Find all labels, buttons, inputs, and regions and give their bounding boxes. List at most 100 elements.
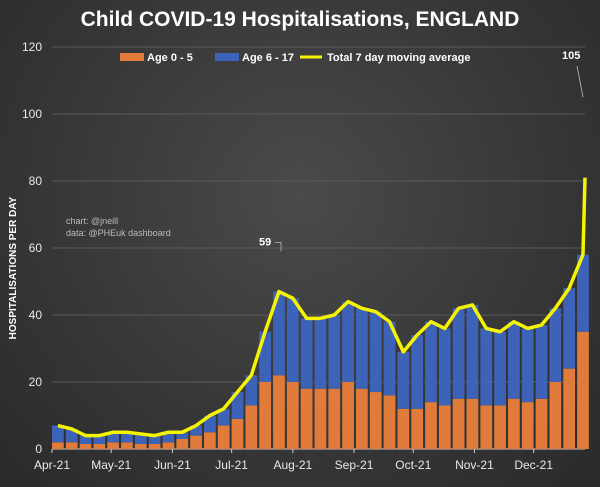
- credit-text: data: @PHEuk dashboard: [66, 228, 171, 238]
- bar-age-0-5: [93, 443, 106, 449]
- x-tick-label: Aug-21: [273, 458, 312, 472]
- bar-age-0-5: [204, 432, 216, 449]
- bar-age-0-5: [452, 398, 465, 449]
- bar-age-0-5: [328, 388, 341, 449]
- legend-label: Age 6 - 17: [242, 52, 294, 64]
- bar-age-0-5: [162, 442, 175, 449]
- bar-age-0-5: [300, 388, 313, 449]
- bar-age-0-5: [259, 382, 272, 449]
- bar-age-6-17: [342, 301, 354, 382]
- bar-age-0-5: [411, 408, 424, 449]
- bar-age-6-17: [65, 428, 78, 443]
- bar-age-6-17: [300, 318, 313, 389]
- bar-age-6-17: [190, 425, 202, 436]
- y-tick-label: 40: [29, 308, 43, 322]
- legend-swatch: [120, 53, 144, 61]
- bar-age-0-5: [369, 392, 382, 449]
- bar-age-6-17: [508, 321, 520, 399]
- bar-age-6-17: [134, 433, 147, 444]
- bar-age-6-17: [549, 308, 562, 382]
- bar-age-6-17: [438, 328, 451, 406]
- bar-age-0-5: [121, 442, 133, 449]
- bar-age-6-17: [93, 435, 106, 444]
- y-axis-label: HOSPITALISATIONS PER DAY: [8, 196, 19, 339]
- bar-age-0-5: [231, 418, 244, 449]
- bar-age-6-17: [204, 415, 216, 433]
- bar-age-6-17: [466, 304, 479, 399]
- bar-age-6-17: [217, 408, 230, 426]
- bar-age-0-5: [577, 331, 589, 449]
- credit-text: chart: @jneill: [66, 216, 118, 226]
- bar-age-6-17: [452, 308, 465, 399]
- bar-age-0-5: [425, 402, 437, 449]
- bar-age-6-17: [314, 318, 327, 389]
- bar-age-0-5: [286, 382, 299, 449]
- bar-age-6-17: [328, 315, 341, 389]
- x-tick-label: Dec-21: [514, 458, 553, 472]
- bar-age-0-5: [52, 442, 64, 449]
- bar-age-0-5: [176, 438, 189, 449]
- x-tick-label: Apr-21: [34, 458, 70, 472]
- annotation-label: 105: [562, 50, 580, 62]
- bar-age-0-5: [314, 388, 327, 449]
- bar-age-6-17: [563, 288, 576, 369]
- bar-age-0-5: [245, 405, 258, 449]
- bar-age-0-5: [383, 395, 396, 449]
- bar-age-6-17: [259, 331, 272, 382]
- bar-age-6-17: [535, 325, 548, 399]
- x-tick-label: Jul-21: [215, 458, 248, 472]
- bar-age-0-5: [79, 443, 92, 449]
- bar-age-0-5: [65, 442, 78, 449]
- bar-age-0-5: [535, 398, 548, 449]
- chart-title: Child COVID-19 Hospitalisations, ENGLAND: [80, 8, 520, 31]
- bar-age-6-17: [577, 254, 589, 332]
- bar-age-6-17: [480, 328, 493, 406]
- bar-age-0-5: [508, 398, 520, 449]
- bar-age-6-17: [245, 375, 258, 406]
- bar-age-0-5: [190, 435, 202, 449]
- bar-age-0-5: [438, 405, 451, 449]
- bar-age-6-17: [383, 321, 396, 396]
- bar-age-6-17: [162, 432, 175, 443]
- y-tick-label: 100: [22, 107, 42, 121]
- bar-age-0-5: [480, 405, 493, 449]
- x-tick-label: Oct-21: [395, 458, 431, 472]
- bar-age-6-17: [176, 432, 189, 439]
- bar-age-6-17: [425, 321, 437, 403]
- bar-age-6-17: [521, 328, 534, 403]
- legend-swatch: [215, 53, 239, 61]
- bar-age-0-5: [148, 443, 161, 449]
- annotation-label: 59: [259, 236, 271, 248]
- bar-age-6-17: [148, 435, 161, 444]
- bar-age-6-17: [273, 291, 285, 376]
- bar-age-6-17: [231, 392, 244, 419]
- bar-age-0-5: [397, 408, 410, 449]
- bar-age-6-17: [411, 335, 424, 409]
- bar-age-6-17: [369, 311, 382, 393]
- annotation-leader: [576, 65, 584, 98]
- bar-age-0-5: [549, 382, 562, 449]
- bar-age-0-5: [273, 375, 285, 449]
- bar-age-0-5: [107, 442, 120, 449]
- bar-age-0-5: [494, 405, 506, 449]
- y-tick-label: 60: [29, 241, 43, 255]
- moving-average-line: [57, 177, 587, 438]
- bar-age-6-17: [397, 351, 410, 409]
- legend-label: Age 0 - 5: [147, 52, 193, 64]
- bar-age-6-17: [107, 432, 120, 443]
- y-tick-label: 0: [35, 442, 42, 456]
- x-tick-label: Jun-21: [154, 458, 191, 472]
- bar-age-6-17: [79, 435, 92, 444]
- x-tick-label: Nov-21: [455, 458, 494, 472]
- bar-age-0-5: [134, 443, 147, 449]
- y-tick-label: 120: [22, 40, 42, 54]
- y-tick-label: 20: [29, 375, 43, 389]
- bar-age-0-5: [342, 382, 354, 449]
- y-tick-label: 80: [29, 174, 43, 188]
- bar-age-0-5: [466, 398, 479, 449]
- x-tick-label: Sep-21: [335, 458, 374, 472]
- bar-age-0-5: [356, 388, 368, 449]
- bar-age-0-5: [217, 425, 230, 449]
